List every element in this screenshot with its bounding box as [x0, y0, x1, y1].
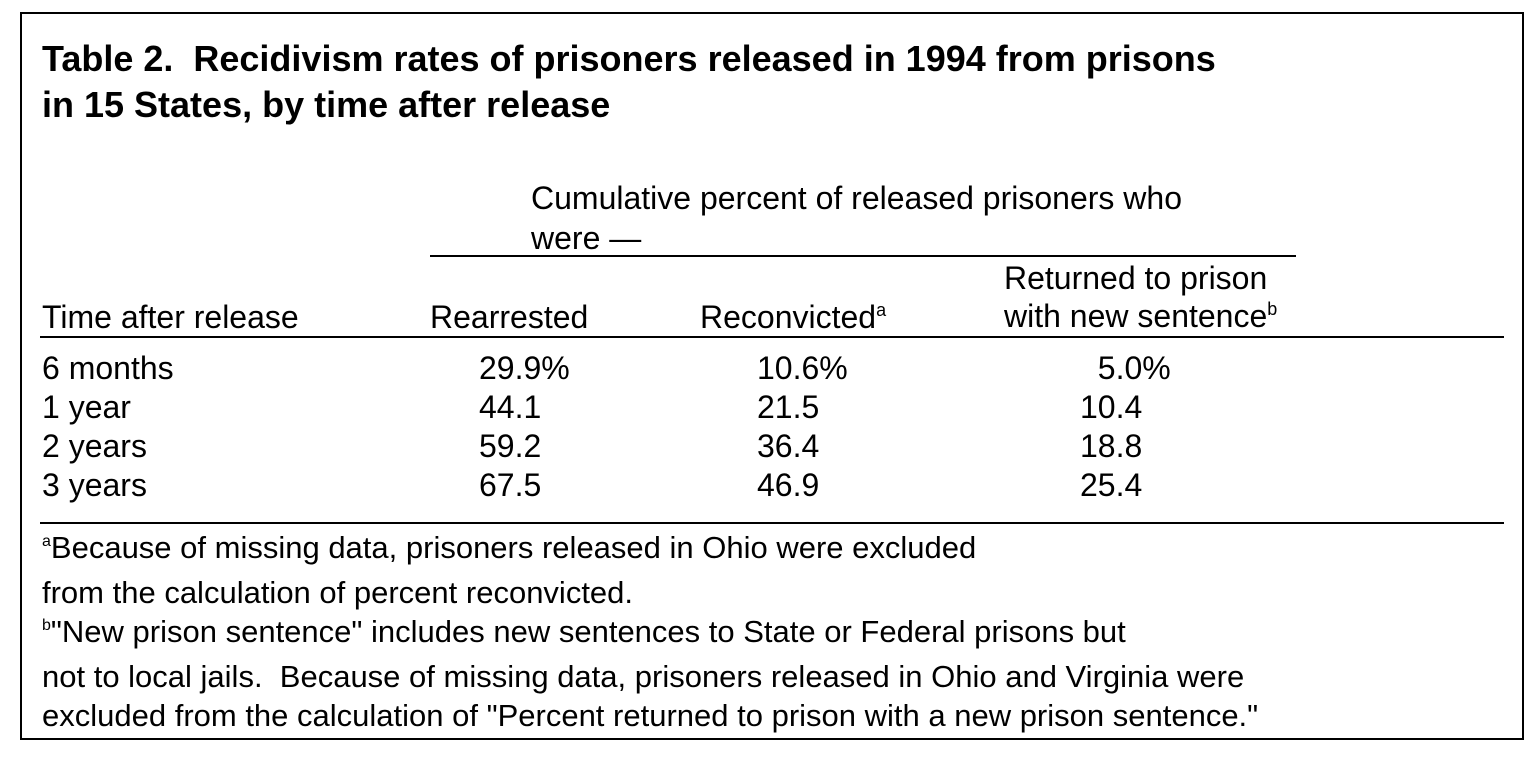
- column-header-time: Time after release: [42, 298, 299, 336]
- footnote-marker-b: b: [1267, 299, 1278, 319]
- column-header-time-label: Time after release: [42, 299, 299, 335]
- column-group-header: Cumulative percent of released prisoners…: [531, 178, 1291, 258]
- cell-reconvicted: 36.4: [757, 428, 820, 464]
- cell-returned: 10.4: [1080, 389, 1143, 425]
- column-group-header-line-1: Cumulative percent of released prisoners…: [531, 180, 1182, 216]
- cell-rearrested: 44.1: [479, 389, 542, 425]
- cell-returned: 5.0%: [1080, 350, 1171, 386]
- cell-returned: 18.8: [1080, 428, 1143, 464]
- cell-reconvicted: 10.6%: [757, 350, 848, 386]
- column-group-rule: [430, 255, 1296, 257]
- row-time-label: 2 years: [42, 428, 147, 464]
- cell-rearrested: 67.5: [479, 467, 542, 503]
- table-title: Table 2. Recidivism rates of prisoners r…: [42, 36, 1422, 128]
- header-rule: [40, 336, 1504, 338]
- footnote-b-text-1: "New prison sentence" includes new sente…: [50, 614, 1126, 649]
- cell-rearrested: 29.9%: [479, 350, 570, 386]
- footnote-a-line-1: aBecause of missing data, prisoners rele…: [42, 528, 1482, 573]
- table-title-line-1: Table 2. Recidivism rates of prisoners r…: [42, 38, 1216, 79]
- table-row: 6 months 29.9% 10.6% 5.0%: [0, 349, 1500, 388]
- column-header-reconvicted-label: Reconvicted: [700, 299, 877, 335]
- cell-reconvicted: 21.5: [757, 389, 820, 425]
- footnote-b-line-2: not to local jails. Because of missing d…: [42, 659, 1245, 694]
- cell-rearrested: 59.2: [479, 428, 542, 464]
- table-title-line-2: in 15 States, by time after release: [42, 84, 611, 125]
- table-row: 2 years 59.2 36.4 18.8: [0, 427, 1500, 466]
- row-time-label: 6 months: [42, 350, 174, 386]
- cell-reconvicted: 46.9: [757, 467, 820, 503]
- column-header-reconvicted: Reconvicteda: [700, 298, 886, 341]
- footnotes: aBecause of missing data, prisoners rele…: [42, 528, 1482, 735]
- footnote-rule: [40, 522, 1504, 524]
- column-header-returned-line-1: Returned to prison: [1004, 260, 1268, 296]
- column-header-rearrested-label: Rearrested: [430, 299, 589, 335]
- footnote-a-marker: a: [42, 533, 51, 550]
- row-time-label: 3 years: [42, 467, 147, 503]
- column-header-returned-line-2: with new sentence: [1004, 298, 1268, 334]
- column-header-returned: Returned to prison with new sentenceb: [1004, 259, 1277, 340]
- footnote-b-line-1: b"New prison sentence" includes new sent…: [42, 612, 1482, 657]
- table-row: 1 year 44.1 21.5 10.4: [0, 388, 1500, 427]
- table-frame: [20, 12, 1524, 740]
- cell-returned: 25.4: [1080, 467, 1143, 503]
- column-header-rearrested: Rearrested: [430, 298, 588, 336]
- footnote-b-line-3: excluded from the calculation of "Percen…: [42, 698, 1259, 733]
- column-group-header-line-2: were —: [531, 220, 642, 256]
- row-time-label: 1 year: [42, 389, 131, 425]
- table-row: 3 years 67.5 46.9 25.4: [0, 466, 1500, 505]
- footnote-b-marker: b: [42, 617, 51, 634]
- footnote-marker-a: a: [876, 300, 887, 320]
- footnote-a-text-1: Because of missing data, prisoners relea…: [50, 530, 977, 565]
- footnote-a-line-2: from the calculation of percent reconvic…: [42, 575, 634, 610]
